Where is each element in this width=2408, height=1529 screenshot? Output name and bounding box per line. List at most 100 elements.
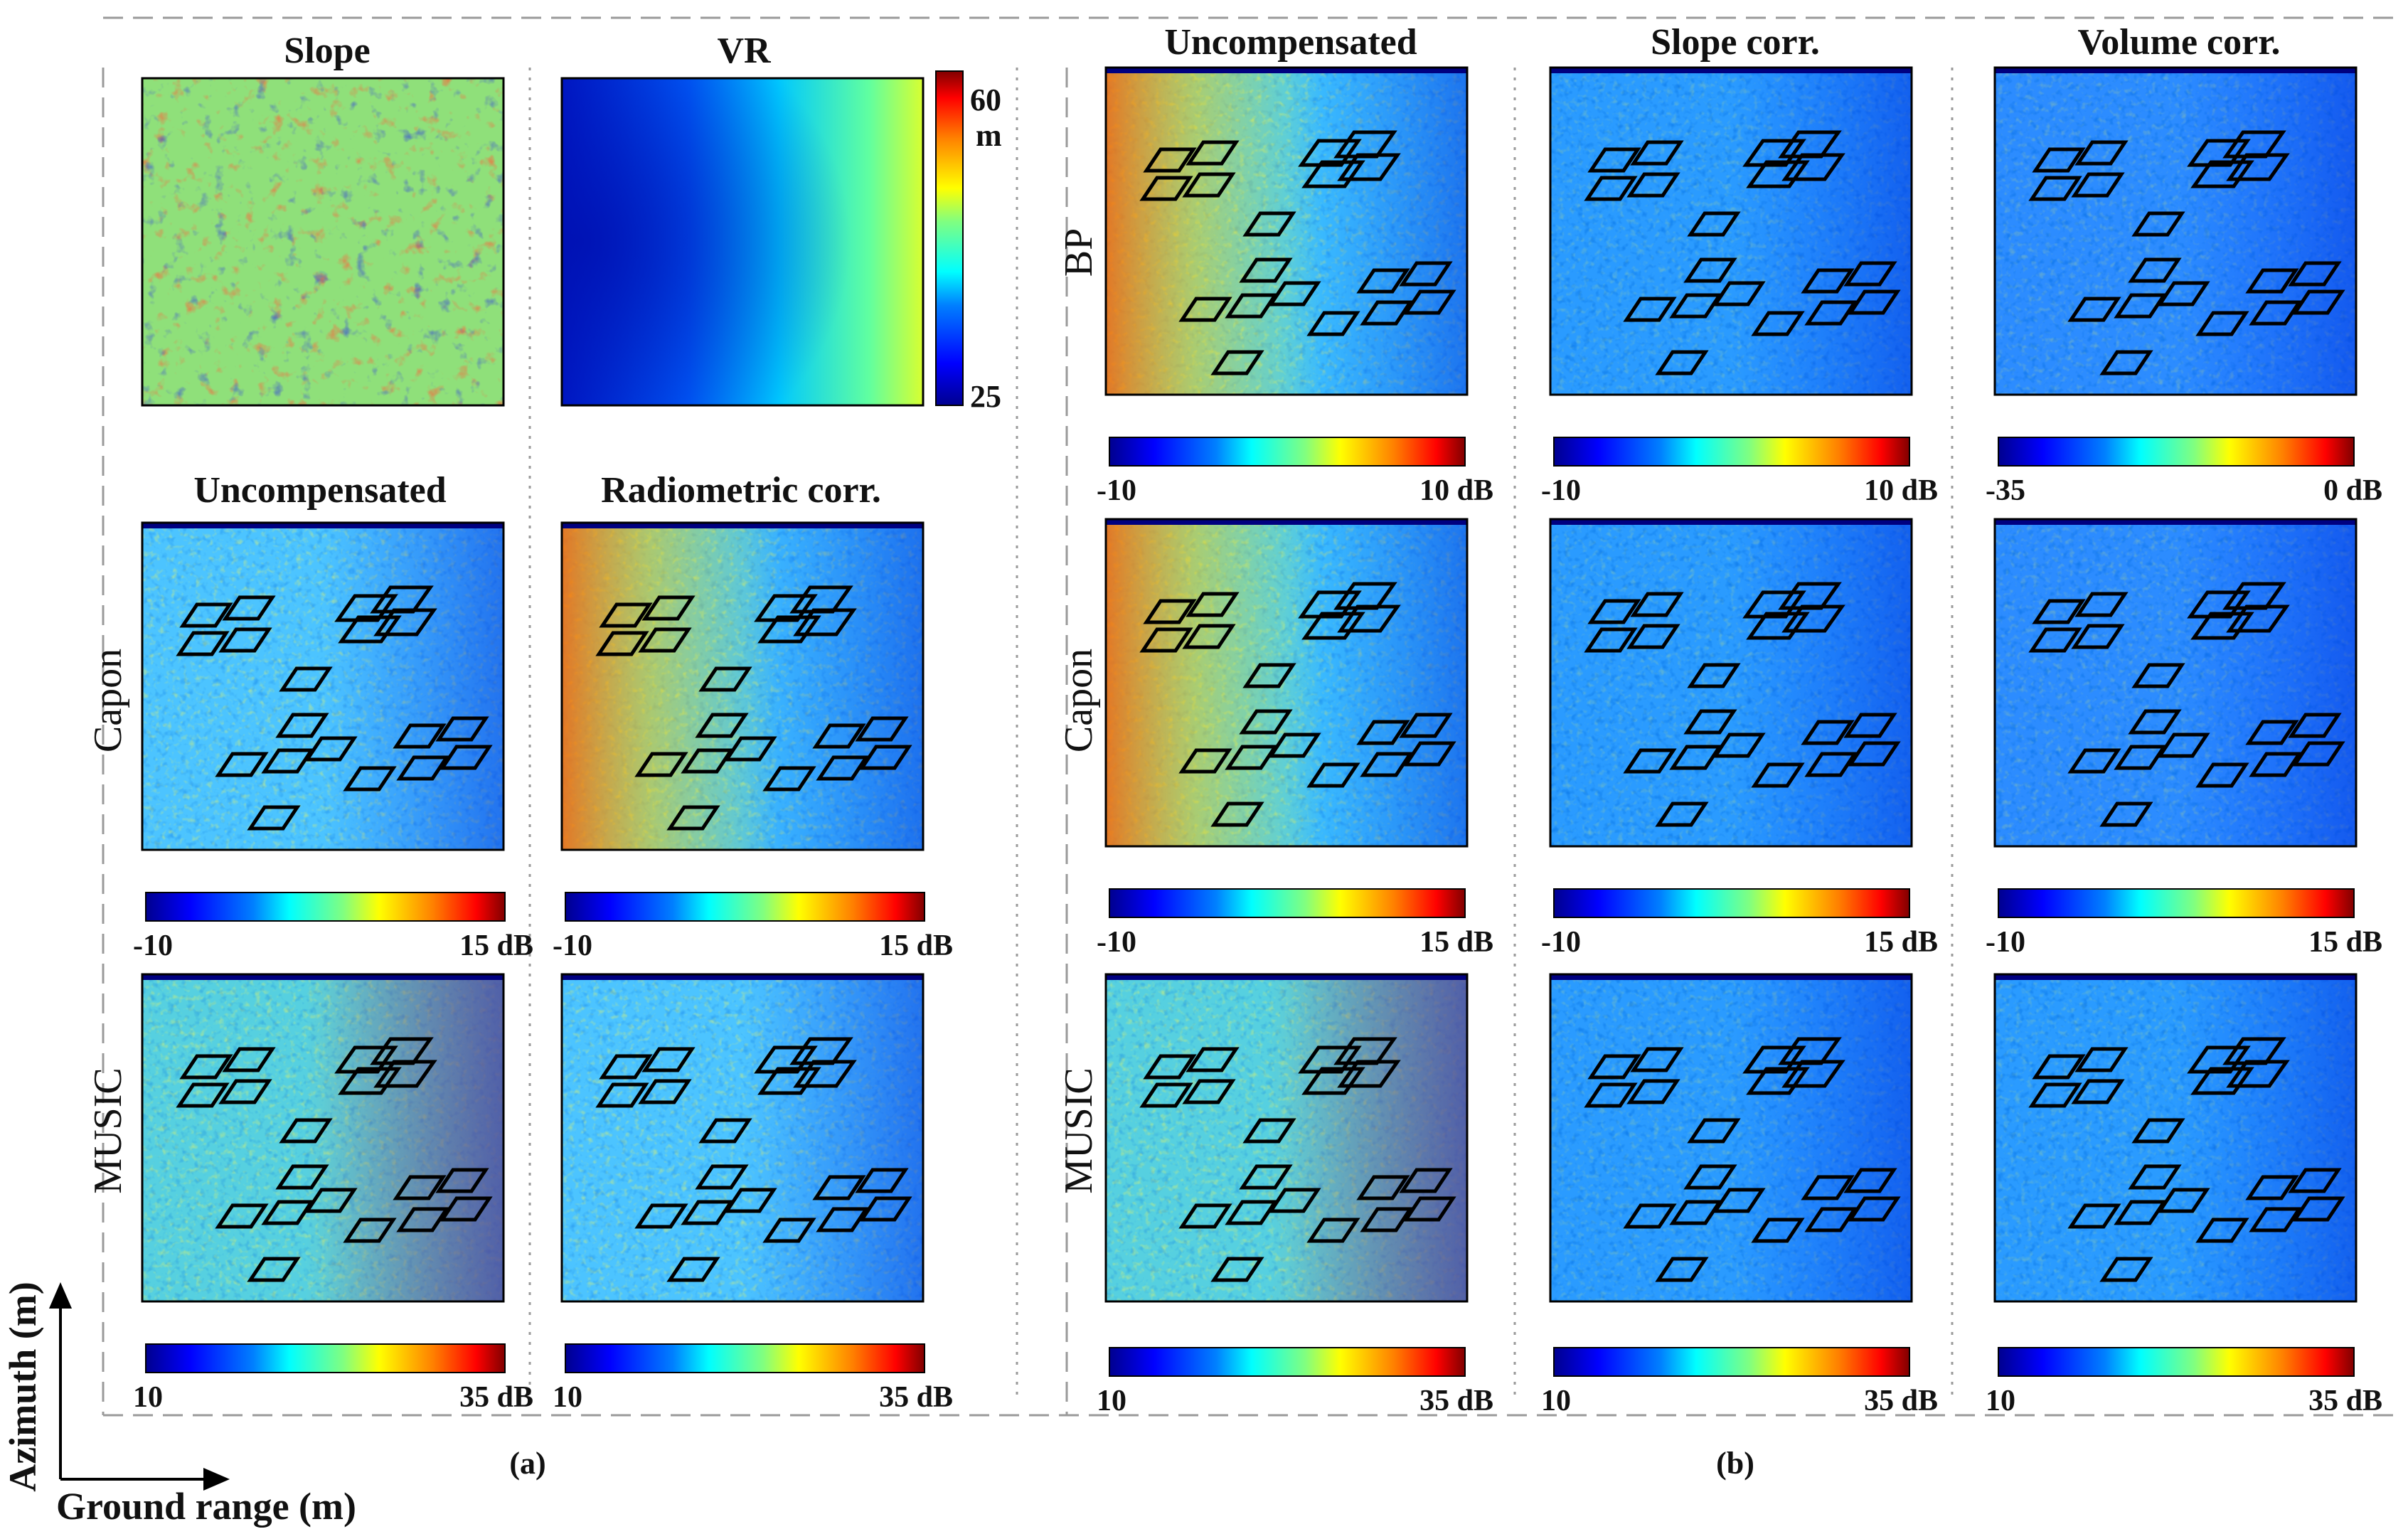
colorbar-b-music-1-max: 35 dB	[1419, 1385, 1493, 1417]
map-b-capon-volume-corr	[1993, 518, 2358, 848]
field-outline	[1687, 211, 1741, 237]
field-outline	[855, 1168, 909, 1193]
field-outline	[2291, 289, 2345, 315]
field-outline	[1242, 211, 1296, 237]
field-outline	[1781, 1060, 1845, 1088]
field-outline	[1781, 153, 1845, 181]
field-outline	[762, 1218, 816, 1243]
field-outline	[757, 615, 821, 644]
fields-b-music-uncompensated	[1139, 1037, 1456, 1282]
title-vr: VR	[717, 31, 772, 71]
field-outline	[793, 1060, 857, 1088]
field-outline	[2028, 176, 2082, 201]
field-outline	[1843, 261, 1897, 287]
vr-colorbar-max: 60	[970, 82, 1001, 117]
field-outline	[1584, 1082, 1638, 1108]
field-outline	[1669, 293, 1723, 319]
field-outline	[2128, 709, 2182, 735]
field-outline	[2114, 293, 2168, 319]
fields-b-bp-uncompensated	[1139, 130, 1456, 375]
field-outline	[1143, 147, 1197, 173]
map-b-music-volume-corr	[1993, 973, 2358, 1303]
colorbar-b-bp-1-max: 10 dB	[1419, 474, 1493, 507]
colorbar-b-music-1-min: 10	[1097, 1385, 1126, 1417]
field-outline	[1301, 1067, 1365, 1095]
field-outline	[1267, 281, 1321, 307]
colorbar-b-capon-2-max: 15 dB	[1864, 926, 1938, 959]
colorbar-b-music-3-max: 35 dB	[2308, 1385, 2382, 1417]
field-outline	[1402, 1196, 1456, 1222]
row-label-b-music: MUSIC	[1057, 1067, 1101, 1193]
field-outline	[1843, 713, 1897, 738]
row-label-a-music: MUSIC	[86, 1067, 130, 1193]
field-outline	[2071, 1079, 2125, 1104]
field-outline	[1746, 1067, 1810, 1095]
field-outline	[1182, 1079, 1236, 1104]
field-outline	[816, 755, 870, 781]
field-outline	[2249, 1207, 2303, 1232]
field-outline	[698, 666, 752, 692]
field-outline	[666, 1257, 720, 1282]
map-a-music-uncompensated	[141, 973, 505, 1303]
field-outline	[1751, 311, 1805, 336]
field-outline	[1626, 172, 1680, 198]
colorbar-b-bp-3-max: 0 dB	[2323, 474, 2382, 507]
field-outline	[1337, 604, 1401, 633]
field-outline	[1587, 1054, 1641, 1080]
field-outline	[1239, 1164, 1293, 1190]
map-a-music-radiometric	[560, 973, 925, 1303]
field-outline	[2032, 147, 2086, 173]
map-b-capon-slope-corr	[1549, 518, 1913, 848]
field-outline	[2156, 1188, 2210, 1213]
colorbar-b-capon-3-max: 15 dB	[2308, 926, 2382, 959]
field-outline	[1225, 1200, 1279, 1225]
field-outline	[2156, 281, 2210, 307]
field-outline	[1584, 627, 1638, 653]
title-slope: Slope	[284, 31, 370, 71]
field-outline	[439, 745, 493, 770]
colorbar-a-capon-1-min: -10	[133, 929, 173, 962]
field-outline	[641, 1047, 696, 1072]
field-outline	[2245, 268, 2299, 294]
field-outline	[275, 713, 329, 738]
field-outline	[638, 627, 692, 653]
colorbar-b-bp-1-gradient	[1109, 437, 1466, 467]
field-outline	[338, 1067, 402, 1095]
field-outline	[176, 1082, 230, 1108]
field-outline	[179, 1054, 233, 1080]
field-outline	[595, 1082, 649, 1108]
field-outline	[343, 1218, 397, 1243]
caption-a: (a)	[509, 1446, 545, 1481]
title-b-volume-corr: Volume corr.	[2077, 22, 2280, 63]
field-outline	[1626, 624, 1680, 649]
field-outline	[247, 805, 301, 831]
field-outline	[338, 615, 402, 644]
field-outline	[1746, 160, 1810, 188]
field-outline	[2195, 311, 2249, 336]
field-outline	[858, 1196, 912, 1222]
colorbar-a-music-2-gradient	[565, 1343, 925, 1373]
field-outline	[1298, 1045, 1362, 1074]
field-outline	[1843, 1168, 1897, 1193]
field-outline	[1655, 801, 1709, 827]
field-outline	[2071, 172, 2125, 198]
colorbar-b-music-2-gradient	[1553, 1347, 1910, 1377]
field-outline	[2245, 1175, 2299, 1200]
field-outline	[2032, 1054, 2086, 1080]
field-outline	[1683, 1164, 1737, 1190]
field-outline	[2226, 604, 2290, 633]
colorbar-a-capon-1-gradient	[145, 892, 506, 922]
field-outline	[1801, 720, 1855, 745]
field-outline	[2099, 1257, 2153, 1282]
map-b-capon-uncompensated	[1104, 518, 1469, 848]
field-outline	[754, 594, 818, 622]
field-outline	[1801, 268, 1855, 294]
field-outline-layer	[176, 130, 2345, 1282]
colorbar-a-capon-1-max: 15 dB	[459, 929, 533, 962]
field-outline	[1801, 1175, 1855, 1200]
field-outline	[1242, 1118, 1296, 1144]
colorbar-b-capon-2: -10 15 dB	[1541, 888, 1938, 959]
field-outline	[1399, 261, 1453, 287]
colorbar-a-capon-2-max: 15 dB	[879, 929, 953, 962]
colorbar-a-capon-2-gradient	[565, 892, 925, 922]
